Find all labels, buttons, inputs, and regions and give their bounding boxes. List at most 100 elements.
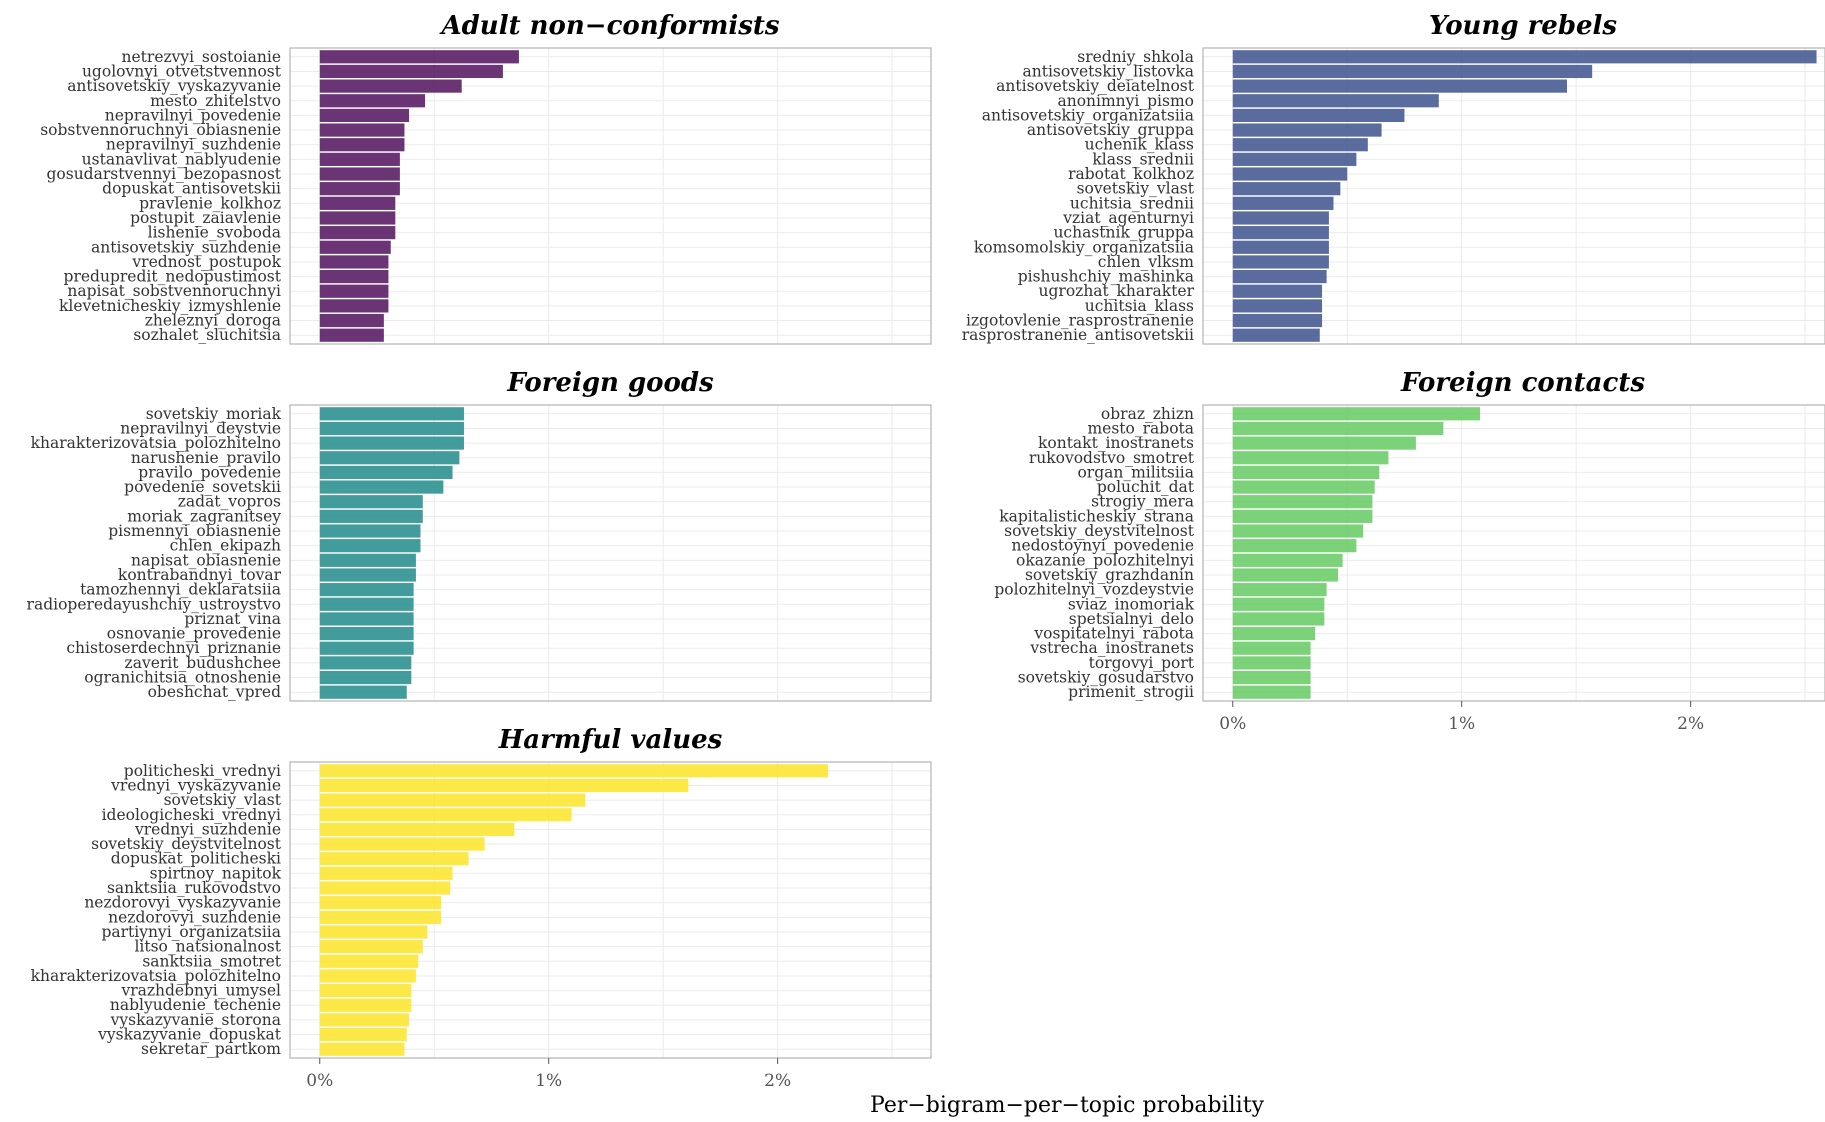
category-label: sanktsiia_smotret xyxy=(142,952,281,970)
panel-title: Foreign contacts xyxy=(1400,368,1645,398)
panel-border xyxy=(289,761,932,1059)
category-label: ideologicheski_vrednyi xyxy=(102,806,281,824)
x-tick-label: 2% xyxy=(1677,714,1704,734)
bar xyxy=(1232,196,1334,210)
bar xyxy=(1232,583,1327,597)
bar xyxy=(319,881,451,895)
category-label: sredniy_shkola xyxy=(1077,48,1194,66)
bar xyxy=(1232,465,1380,479)
category-label: sovetskiy_moriak xyxy=(146,405,282,423)
category-label: zadat_vopros xyxy=(178,493,281,511)
bar xyxy=(319,793,586,807)
bar xyxy=(319,1042,405,1056)
bar xyxy=(1232,64,1593,79)
category-label: gosudarstvennyi_bezopasnost xyxy=(46,165,281,183)
bar xyxy=(319,436,464,450)
panel-border xyxy=(289,404,932,702)
bar xyxy=(1232,123,1382,137)
bar xyxy=(319,583,414,597)
bar xyxy=(319,524,421,538)
category-label: politicheski_vrednyi xyxy=(124,762,281,780)
category-label: lishenie_svoboda xyxy=(148,224,281,242)
bar xyxy=(1232,627,1316,641)
bar xyxy=(319,685,407,699)
category-label: zaverit_budushchee xyxy=(125,654,281,672)
bar xyxy=(1232,568,1339,582)
bar xyxy=(319,94,426,108)
category-label: pravlenie_kolkhoz xyxy=(139,194,281,212)
category-label: uchitsia_klass xyxy=(1085,297,1194,315)
facet-panel: obraz_zhiznmesto_rabotakontakt_inostrane… xyxy=(994,368,1825,734)
bar xyxy=(319,597,414,611)
category-label: polozhitelnyi_vozdeystvie xyxy=(994,581,1194,599)
bar xyxy=(319,568,416,582)
category-label: sanktsiia_rukovodstvo xyxy=(107,879,281,897)
category-label: antisovetskiy_organizatsiia xyxy=(982,106,1194,124)
category-label: strogiy_mera xyxy=(1091,493,1194,511)
panel-border xyxy=(1202,404,1825,702)
bar xyxy=(1232,641,1311,655)
category-label: spirtnoy_napitok xyxy=(150,864,282,882)
category-label: sovetskiy_gosudarstvo xyxy=(1018,669,1194,687)
category-label: primenit_strogii xyxy=(1068,683,1194,701)
bar xyxy=(1232,328,1320,342)
bar xyxy=(319,627,414,641)
bar xyxy=(319,123,405,137)
category-label: pravilo_povedenie xyxy=(138,463,281,481)
category-label: vrednyi_vyskazyvanie xyxy=(110,776,281,794)
bar xyxy=(1232,553,1343,567)
bar xyxy=(319,1027,407,1042)
bar xyxy=(1232,612,1325,626)
bar xyxy=(319,421,464,436)
bar xyxy=(319,641,414,655)
bar xyxy=(319,407,464,421)
bar xyxy=(319,284,389,298)
facet-panel: sovetskiy_moriaknepravilnyi_deystviekhar… xyxy=(27,368,932,702)
category-label: dopuskat_politicheski xyxy=(111,850,281,868)
panel-border xyxy=(1202,47,1825,345)
category-label: mesto_zhitelstvo xyxy=(150,92,281,110)
category-label: sovetskiy_deystvitelnost xyxy=(1004,522,1195,540)
bar xyxy=(319,255,389,269)
bar xyxy=(319,196,396,210)
x-tick-label: 1% xyxy=(535,1071,562,1091)
bar xyxy=(319,822,515,836)
bar xyxy=(319,837,485,851)
category-label: spetsialnyi_delo xyxy=(1069,610,1194,628)
category-label: antisovetskiy_vyskazyvanie xyxy=(67,77,281,95)
category-label: vrednyi_suzhdenie xyxy=(134,820,281,838)
category-label: rasprostranenie_antisovetskii xyxy=(962,326,1194,344)
bar xyxy=(319,167,400,181)
category-label: vospitatelnyi_rabota xyxy=(1033,625,1194,643)
bar xyxy=(1232,299,1323,313)
bar xyxy=(319,108,410,122)
category-label: nedostoynyi_povedenie xyxy=(1011,537,1194,555)
category-label: chlen_vlksm xyxy=(1098,253,1195,271)
x-axis-title: Per−bigram−per−topic probability xyxy=(870,1093,1265,1118)
category-label: mesto_rabota xyxy=(1087,419,1194,437)
category-label: napisat_obiasnenie xyxy=(131,551,281,569)
bar xyxy=(319,495,423,509)
category-label: uchastnik_gruppa xyxy=(1053,224,1194,242)
bar xyxy=(1232,226,1329,240)
x-tick-label: 0% xyxy=(1219,714,1246,734)
category-label: vyskazyvanie_dopuskat xyxy=(97,1026,282,1044)
bar xyxy=(1232,94,1439,108)
category-label: antisovetskiy_deiatelnost xyxy=(996,77,1195,95)
category-label: kapitalisticheskiy_strana xyxy=(999,507,1194,525)
bar xyxy=(1232,480,1375,494)
bar xyxy=(319,954,419,968)
category-label: vyskazyvanie_storona xyxy=(110,1011,281,1029)
category-label: sovetskiy_vlast xyxy=(164,791,282,809)
bar xyxy=(319,313,384,328)
panel-title: Young rebels xyxy=(1429,11,1618,41)
category-label: klass_srednii xyxy=(1092,150,1194,168)
bar xyxy=(319,64,503,79)
category-label: sekretar_partkom xyxy=(141,1040,281,1058)
category-label: kharakterizovatsia_polozhitelno xyxy=(31,967,281,985)
bar xyxy=(1232,167,1348,181)
category-label: sovetskiy_grazhdanin xyxy=(1025,566,1194,584)
category-label: obraz_zhizn xyxy=(1101,405,1194,423)
bar xyxy=(319,270,389,284)
